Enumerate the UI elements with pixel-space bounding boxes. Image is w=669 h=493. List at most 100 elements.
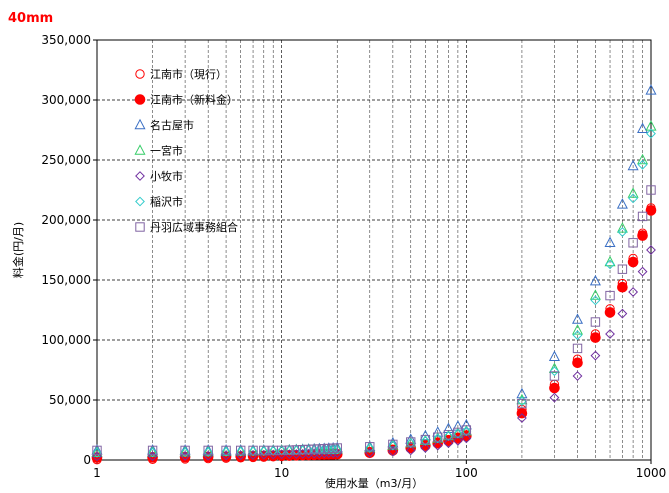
legend-label: 小牧市	[150, 169, 183, 183]
data-point	[314, 444, 325, 454]
data-point	[180, 445, 190, 456]
y-tick-label: 200,000	[41, 213, 91, 227]
data-point	[432, 433, 443, 444]
data-point	[258, 446, 269, 457]
data-point	[646, 185, 656, 195]
data-point	[637, 211, 648, 222]
x-tick-label: 1000	[636, 466, 667, 480]
series-2	[91, 205, 657, 463]
data-point	[432, 426, 444, 437]
data-point	[645, 84, 657, 95]
data-point	[645, 205, 657, 216]
data-point	[332, 448, 343, 458]
legend-marker	[135, 69, 145, 79]
data-point	[549, 382, 560, 394]
data-point	[637, 266, 648, 277]
data-point	[617, 281, 628, 293]
data-point	[637, 159, 648, 170]
data-point	[627, 256, 639, 268]
legend-marker	[134, 94, 146, 105]
y-tick-label: 100,000	[41, 333, 91, 347]
y-tick-label: 50,000	[49, 393, 91, 407]
y-tick-label: 250,000	[41, 153, 91, 167]
data-point	[637, 230, 648, 241]
data-point	[405, 438, 416, 449]
data-point	[298, 444, 308, 455]
y-tick-label: 0	[83, 453, 91, 467]
plot-frame	[96, 39, 652, 461]
x-tick-label: 1	[93, 466, 101, 480]
data-point	[388, 439, 398, 450]
data-point	[452, 435, 463, 446]
data-point	[571, 313, 584, 324]
data-point	[405, 445, 416, 456]
data-point	[604, 307, 616, 318]
data-point	[203, 447, 214, 457]
data-point	[268, 449, 279, 460]
legend-marker	[135, 171, 145, 181]
data-point	[258, 449, 269, 460]
data-point	[364, 443, 375, 453]
legend-label: 名古屋市	[150, 118, 194, 132]
data-point	[420, 434, 431, 445]
data-point	[387, 440, 398, 451]
data-point	[323, 444, 334, 455]
data-point	[259, 445, 269, 456]
y-tick-label: 150,000	[41, 273, 91, 287]
data-point	[646, 128, 656, 139]
data-point	[147, 447, 158, 458]
data-point	[92, 447, 102, 458]
data-point	[590, 332, 601, 343]
data-point	[203, 445, 213, 456]
y-axis-label: 料金(円/月)	[11, 222, 25, 278]
data-point	[549, 366, 560, 377]
y-tick-label: 300,000	[41, 93, 91, 107]
data-point	[276, 449, 287, 460]
legend-marker	[135, 222, 145, 232]
data-point	[432, 440, 443, 451]
legend-label: 稲沢市	[150, 195, 183, 209]
data-point	[314, 445, 325, 455]
data-point	[628, 193, 639, 204]
data-point	[590, 350, 601, 361]
data-point	[291, 445, 301, 455]
data-point	[572, 357, 583, 369]
data-point	[276, 445, 287, 456]
data-point	[461, 425, 472, 435]
data-point	[420, 435, 431, 446]
data-point	[549, 392, 560, 403]
data-point	[248, 445, 258, 456]
data-point	[221, 450, 231, 461]
data-point	[616, 198, 628, 209]
data-point	[605, 290, 615, 301]
x-axis-ticks: 1 10 100 1000	[93, 460, 666, 480]
data-point	[443, 430, 454, 440]
data-point	[91, 444, 103, 455]
series-layer	[91, 84, 657, 465]
data-point	[303, 444, 314, 455]
data-point	[460, 418, 472, 430]
series-4	[91, 120, 657, 457]
legend-label: 江南市（新料金）	[150, 93, 238, 107]
data-point	[221, 445, 231, 456]
data-point	[248, 450, 258, 460]
data-point	[452, 428, 463, 439]
data-point	[604, 236, 616, 247]
data-point	[443, 438, 454, 449]
legend-label: 丹羽広域事務組合	[150, 220, 238, 234]
data-point	[628, 238, 638, 248]
data-point	[235, 450, 246, 461]
data-point	[589, 274, 601, 286]
data-point	[572, 343, 583, 354]
chart-title: 40mm	[8, 11, 53, 26]
data-point	[405, 433, 417, 444]
data-point	[461, 426, 472, 437]
data-point	[235, 445, 246, 456]
data-point	[616, 222, 628, 233]
data-point	[387, 446, 398, 457]
data-point	[637, 153, 649, 165]
data-point	[332, 444, 343, 455]
data-point	[147, 445, 158, 456]
